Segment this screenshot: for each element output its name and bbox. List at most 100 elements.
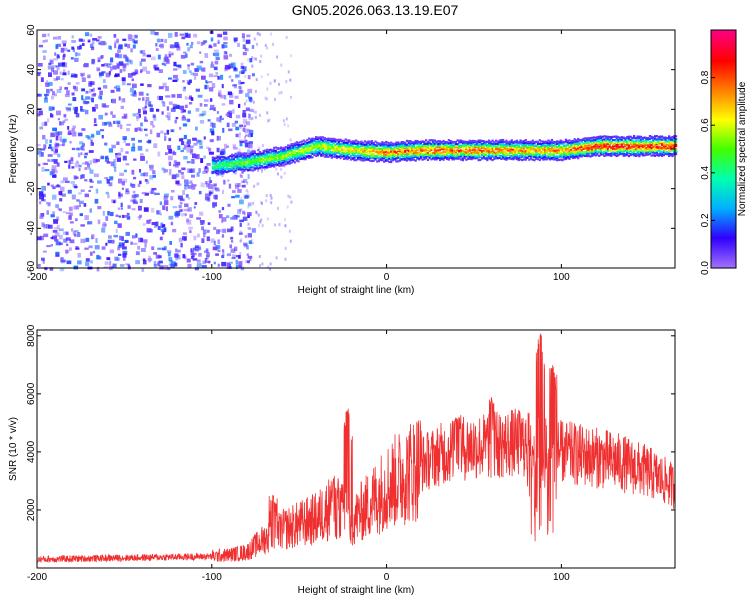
spectrogram-noise-cell [115, 53, 119, 58]
spectrogram-noise-cell [245, 39, 251, 44]
spectrogram-signal-cell [402, 151, 405, 154]
spectrogram-signal-cell [318, 151, 321, 154]
spectrogram-noise-cell [135, 233, 138, 238]
spectrogram-signal-cell [307, 156, 311, 159]
spectrogram-noise-cell [56, 65, 60, 71]
spectrogram-signal-cell [381, 149, 384, 152]
spectrogram-signal-cell [484, 143, 487, 146]
spectrogram-signal-cell [405, 148, 408, 151]
spectrogram-signal-cell [610, 152, 613, 155]
spectrogram-noise-cell [233, 83, 237, 89]
spectrogram-noise-cell [205, 171, 208, 174]
spectrogram-signal-cell [659, 137, 662, 140]
spectrogram-noise-cell [116, 141, 120, 145]
spectrogram-signal-cell [365, 145, 368, 148]
spectrogram-noise-cell [160, 130, 164, 134]
spectrogram-signal-cell [416, 148, 419, 151]
spectrogram-noise-cell [115, 214, 119, 217]
spectrogram-noise-cell [169, 44, 175, 48]
spectrogram-noise-cell [221, 84, 224, 89]
spectrogram-signal-cell [370, 153, 374, 156]
spectrogram-noise-cell [249, 58, 253, 63]
spectrogram-signal-cell [363, 140, 367, 143]
spectrogram-noise-cell [280, 63, 283, 67]
spectrogram-signal-cell [510, 139, 513, 142]
spectrogram-signal-cell [488, 149, 491, 152]
spectrogram-noise-cell [139, 169, 142, 173]
spectrogram-signal-cell [391, 151, 394, 154]
spectrogram-signal-cell [409, 142, 412, 145]
spectrogram-noise-cell [37, 263, 41, 267]
spectrogram-signal-cell [488, 151, 491, 154]
spectrogram-noise-cell [76, 160, 79, 163]
spectrogram-signal-cell [619, 150, 622, 153]
spectrogram-noise-cell [62, 120, 66, 123]
spectrogram-noise-cell [189, 151, 193, 155]
spectrogram-noise-cell [101, 64, 105, 67]
spectrogram-signal-cell [302, 147, 305, 150]
spectrogram-noise-cell [181, 36, 186, 40]
spectrogram-signal-cell [414, 155, 417, 158]
spectrogram-noise-cell [50, 148, 54, 151]
spectrogram-signal-cell [598, 142, 601, 145]
spectrogram-signal-cell [640, 140, 643, 143]
spectrogram-signal-cell [596, 153, 599, 156]
spectrogram-signal-cell [260, 159, 263, 162]
spectrogram-signal-cell [421, 154, 424, 157]
spectrogram-signal-cell [300, 143, 304, 146]
spectrogram-noise-cell [249, 258, 251, 261]
spectrogram-signal-cell [304, 151, 307, 155]
spectrogram-noise-cell [71, 92, 75, 96]
spectrogram-signal-cell [288, 156, 291, 159]
spectrogram-noise-cell [187, 66, 190, 70]
spectrogram-signal-cell [271, 162, 274, 165]
spectrogram-noise-cell [274, 79, 277, 82]
spectrogram-noise-cell [242, 51, 247, 56]
spectrogram-signal-cell [575, 148, 578, 151]
spectrogram-signal-cell [430, 147, 433, 150]
spectrogram-noise-cell [221, 255, 225, 259]
spectrogram-signal-cell [503, 147, 506, 150]
spectrogram-signal-cell [222, 159, 225, 162]
spectrogram-noise-cell [192, 252, 197, 256]
spectrogram-signal-cell [631, 142, 634, 145]
colorbar-segment [711, 36, 736, 39]
spectrogram-signal-cell [339, 144, 342, 147]
spectrogram-signal-cell [477, 139, 480, 142]
spectrogram-noise-cell [76, 199, 80, 202]
spectrogram-signal-cell [267, 156, 270, 159]
spectrogram-signal-cell [260, 154, 263, 157]
spectrogram-signal-cell [280, 152, 283, 155]
spectrogram-signal-cell [269, 157, 272, 160]
spectrogram-signal-cell [229, 158, 232, 161]
spectrogram-signal-cell [253, 168, 256, 171]
spectrogram-noise-cell [247, 75, 251, 80]
spectrogram-signal-cell [367, 146, 370, 149]
spectrogram-noise-cell [160, 38, 164, 42]
spectrogram-signal-cell [446, 157, 449, 161]
spectrogram-signal-cell [601, 135, 604, 138]
spectrogram-signal-cell [465, 147, 468, 150]
spectrogram-signal-cell [479, 142, 482, 146]
spectrogram-noise-cell [75, 52, 81, 56]
spectrogram-signal-cell [474, 144, 477, 148]
spectrogram-signal-cell [533, 159, 536, 162]
spectrogram-signal-cell [573, 149, 576, 152]
spectrogram-noise-cell [234, 120, 238, 124]
spectrogram-signal-cell [556, 140, 559, 143]
spectrogram-signal-cell [571, 141, 575, 144]
spectrogram-signal-cell [669, 145, 672, 148]
spectrogram-noise-cell [187, 110, 191, 114]
spectrogram-noise-cell [239, 219, 244, 223]
colorbar-segment [711, 216, 736, 219]
spectrogram-noise-cell [118, 96, 121, 101]
spectrogram-signal-cell [615, 143, 618, 146]
spectrogram-noise-cell [216, 174, 219, 177]
spectrogram-signal-cell [213, 157, 216, 160]
spectrogram-noise-cell [243, 127, 246, 132]
spectrogram-signal-cell [278, 150, 281, 153]
spectrogram-noise-cell [260, 75, 263, 79]
spectrogram-signal-cell [477, 148, 480, 151]
spectrogram-signal-cell [447, 155, 450, 158]
spectrogram-signal-cell [626, 147, 629, 150]
